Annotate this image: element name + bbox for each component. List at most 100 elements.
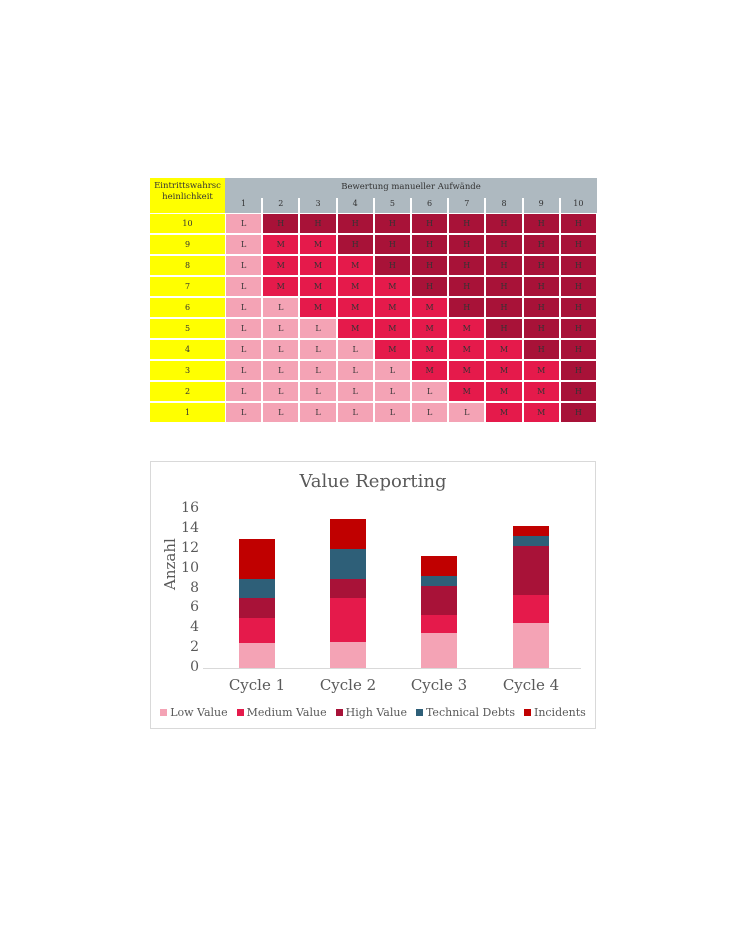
column-label: 7 [464,199,470,208]
matrix-cell: H [486,235,522,254]
column-separator [447,198,450,213]
bar-segment [330,518,366,549]
column-label: 2 [278,199,284,208]
value-reporting-chart: Value Reporting Anzahl Low Value Medium V… [150,461,596,729]
column-separator [410,198,412,213]
matrix-cell: L [300,361,336,380]
matrix-cell: M [486,340,522,359]
matrix-cell: L [263,319,299,338]
legend-item: Low Value [160,706,228,719]
matrix-cell: H [523,298,559,317]
legend-label: Technical Debts [425,706,515,719]
row-label: 7 [150,277,225,296]
matrix-cell: L [226,277,262,296]
matrix-cell: L [374,382,410,401]
risk-matrix: Eintrittswahrsc heinlichkeit Bewertung m… [150,178,597,423]
matrix-cell: L [300,340,336,359]
matrix-cell: H [560,277,596,296]
matrix-cell: H [523,256,559,275]
bar-segment [513,595,549,624]
row-label: 9 [150,235,225,254]
matrix-cell: H [523,340,559,359]
matrix-cell: H [374,235,410,254]
column-separator [372,198,375,213]
column-header-title: Bewertung manueller Aufwände [341,182,481,192]
matrix-cell: H [337,214,373,233]
column-separator [335,198,338,213]
column-separator [558,198,561,213]
column-separator [298,198,301,213]
legend-item: Technical Debts [415,706,515,719]
matrix-cell: M [337,319,373,338]
y-tick-label: 12 [181,539,199,556]
matrix-cell: H [449,214,485,233]
matrix-cell: H [560,403,596,422]
bar-segment [513,525,549,536]
column-label: 6 [427,199,433,208]
matrix-cell: H [560,319,596,338]
matrix-cell: L [337,382,373,401]
matrix-cell: M [374,298,410,317]
matrix-cell: M [300,256,336,275]
legend-label: High Value [345,706,407,719]
matrix-cell: M [374,277,410,296]
bar-segment [239,538,275,579]
matrix-cell: H [486,256,522,275]
matrix-cell: H [412,214,448,233]
matrix-cell: L [226,403,262,422]
matrix-cell: L [226,319,262,338]
matrix-cell: M [486,382,522,401]
matrix-cell: M [374,340,410,359]
matrix-cell: M [337,256,373,275]
matrix-cell: M [449,319,485,338]
bar-segment [330,642,366,668]
matrix-cell: L [226,340,262,359]
y-tick-label: 14 [181,519,199,536]
matrix-cell: M [337,277,373,296]
row-label: 2 [150,382,225,401]
matrix-cell: M [412,319,448,338]
matrix-cell: M [523,361,559,380]
legend-label: Medium Value [246,706,327,719]
legend-label: Low Value [170,706,228,719]
matrix-cell: M [412,361,448,380]
column-separator [484,198,487,213]
matrix-cell: L [226,214,262,233]
matrix-cell: H [560,298,596,317]
legend-item: Medium Value [236,706,327,719]
legend-swatch-icon [160,709,168,716]
matrix-cell: M [412,298,448,317]
matrix-cell: H [486,319,522,338]
bar-segment [421,633,457,668]
matrix-cell: H [523,277,559,296]
row-label: 6 [150,298,225,317]
matrix-cell: H [263,214,299,233]
matrix-cell: H [449,256,485,275]
bar-segment [513,545,549,596]
matrix-cell: M [337,298,373,317]
row-label: 4 [150,340,225,359]
legend-swatch-icon [335,709,343,716]
matrix-cell: H [412,256,448,275]
y-tick-label: 2 [190,639,199,656]
y-tick-label: 16 [181,500,199,516]
bar-segment [513,535,549,546]
row-header-title: Eintrittswahrsc heinlichkeit [150,178,225,213]
x-axis-line [203,668,581,669]
y-tick-label: 8 [190,579,199,596]
matrix-cell: L [300,319,336,338]
x-tick-label: Cycle 1 [228,676,286,694]
matrix-cell: L [449,403,485,422]
bar-segment [421,615,457,634]
matrix-cell: H [560,235,596,254]
bar-segment [239,578,275,599]
matrix-cell: M [449,340,485,359]
matrix-cell: L [374,361,410,380]
matrix-cell: L [412,382,448,401]
matrix-cell: L [226,361,262,380]
matrix-cell: L [226,382,262,401]
column-label: 10 [573,199,584,208]
column-separator [521,198,524,213]
matrix-cell: L [300,382,336,401]
matrix-cell: L [337,361,373,380]
